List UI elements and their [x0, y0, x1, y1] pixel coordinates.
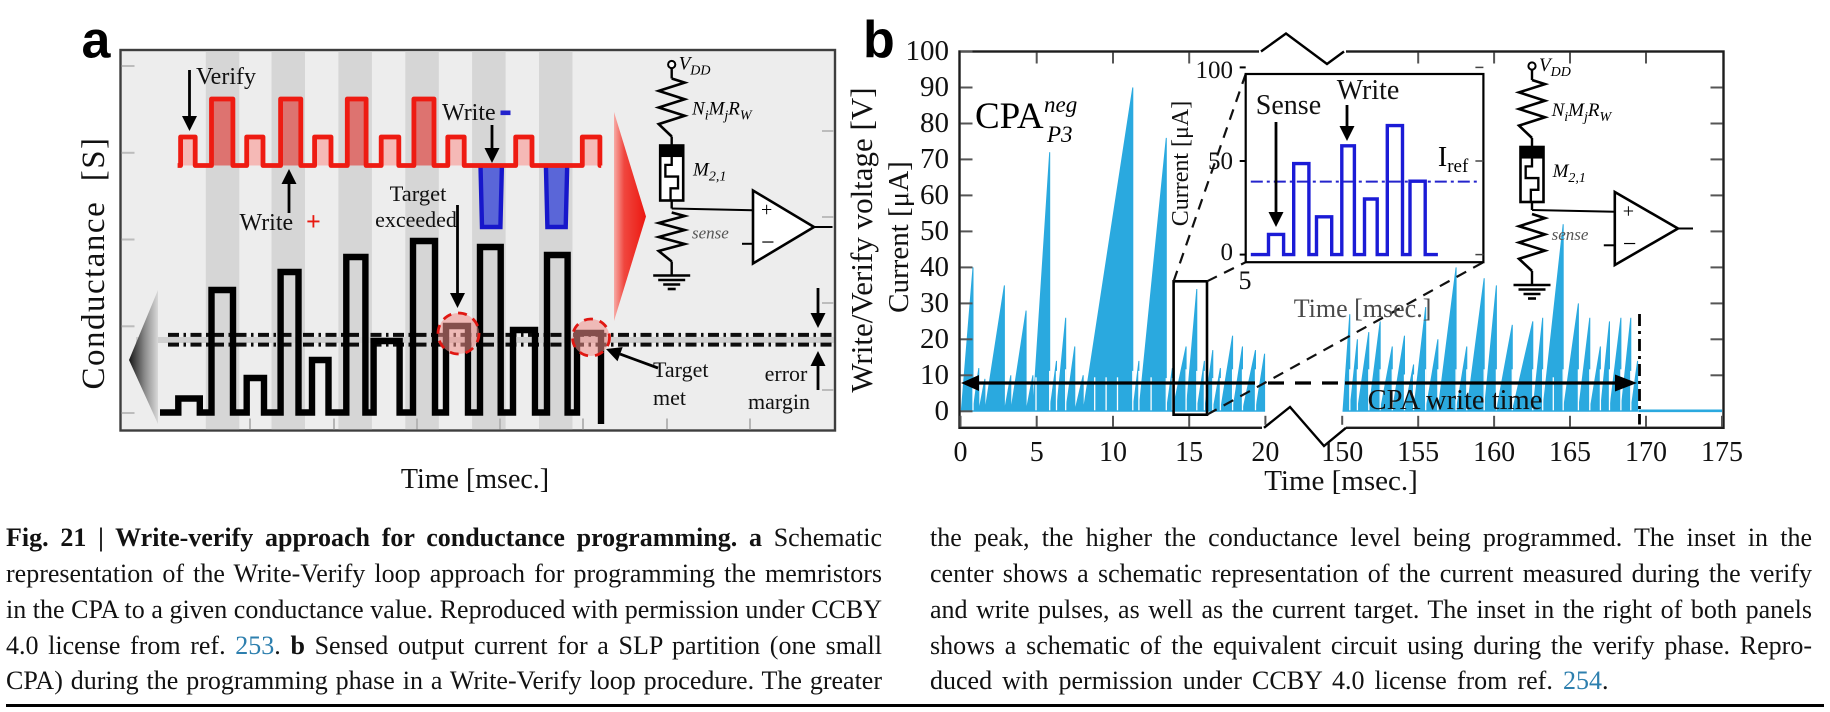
svg-text:CPA: CPA — [975, 96, 1044, 137]
svg-text:+: + — [1623, 201, 1634, 223]
svg-text:exceeded: exceeded — [375, 207, 457, 232]
svg-text:−: − — [761, 230, 775, 256]
svg-text:Target: Target — [390, 181, 447, 206]
svg-text:+: + — [306, 207, 321, 236]
svg-text:160: 160 — [1473, 437, 1515, 468]
svg-text:20: 20 — [920, 323, 949, 355]
svg-text:170: 170 — [1625, 437, 1667, 468]
svg-text:Write/Verify voltage [V]: Write/Verify voltage [V] — [844, 87, 879, 392]
svg-text:0: 0 — [1221, 239, 1234, 266]
svg-text:b: b — [863, 11, 895, 69]
svg-text:150: 150 — [1321, 437, 1363, 468]
svg-text:margin: margin — [748, 389, 810, 414]
svg-text:90: 90 — [920, 71, 949, 103]
svg-text:Sense: Sense — [1256, 90, 1321, 121]
svg-text:15: 15 — [1175, 437, 1203, 468]
svg-text:10: 10 — [1099, 437, 1127, 468]
svg-text:Conductance [S]: Conductance [S] — [76, 136, 112, 389]
svg-text:Current [μA]: Current [μA] — [1168, 101, 1194, 227]
svg-text:+: + — [761, 199, 772, 221]
svg-text:165: 165 — [1549, 437, 1591, 468]
svg-text:Verify: Verify — [196, 64, 256, 90]
svg-text:Write: Write — [240, 210, 294, 236]
svg-text:neg: neg — [1044, 92, 1077, 117]
svg-text:155: 155 — [1397, 437, 1439, 468]
svg-text:0: 0 — [954, 437, 968, 468]
svg-text:Write: Write — [442, 100, 496, 126]
svg-text:Time [msec.]: Time [msec.] — [1294, 294, 1432, 323]
svg-text:0: 0 — [935, 395, 950, 427]
svg-text:CPA write time: CPA write time — [1368, 385, 1543, 416]
svg-text:sense: sense — [1552, 225, 1589, 244]
svg-text:P3: P3 — [1046, 122, 1073, 147]
svg-text:100: 100 — [1196, 57, 1234, 84]
svg-text:30: 30 — [920, 287, 949, 319]
svg-text:Current [μA]: Current [μA] — [883, 161, 915, 313]
svg-text:60: 60 — [920, 179, 949, 211]
svg-text:error: error — [765, 361, 808, 386]
svg-text:50: 50 — [920, 215, 949, 247]
svg-text:70: 70 — [920, 143, 949, 175]
svg-text:100: 100 — [906, 35, 950, 67]
svg-text:a: a — [82, 12, 112, 70]
svg-text:Time [msec.]: Time [msec.] — [1264, 465, 1418, 497]
svg-text:40: 40 — [920, 251, 949, 283]
svg-text:80: 80 — [920, 107, 949, 139]
svg-text:sense: sense — [692, 224, 729, 243]
svg-text:Time [msec.]: Time [msec.] — [401, 464, 549, 495]
svg-text:175: 175 — [1701, 437, 1743, 468]
svg-text:5: 5 — [1030, 437, 1044, 468]
svg-text:10: 10 — [920, 359, 949, 391]
svg-text:20: 20 — [1251, 437, 1279, 468]
svg-text:50: 50 — [1208, 148, 1233, 175]
svg-text:5: 5 — [1239, 266, 1252, 295]
svg-text:met: met — [653, 385, 686, 410]
svg-text:Target: Target — [653, 357, 708, 382]
svg-text:−: − — [1623, 231, 1637, 257]
svg-text:Write: Write — [1337, 75, 1400, 106]
